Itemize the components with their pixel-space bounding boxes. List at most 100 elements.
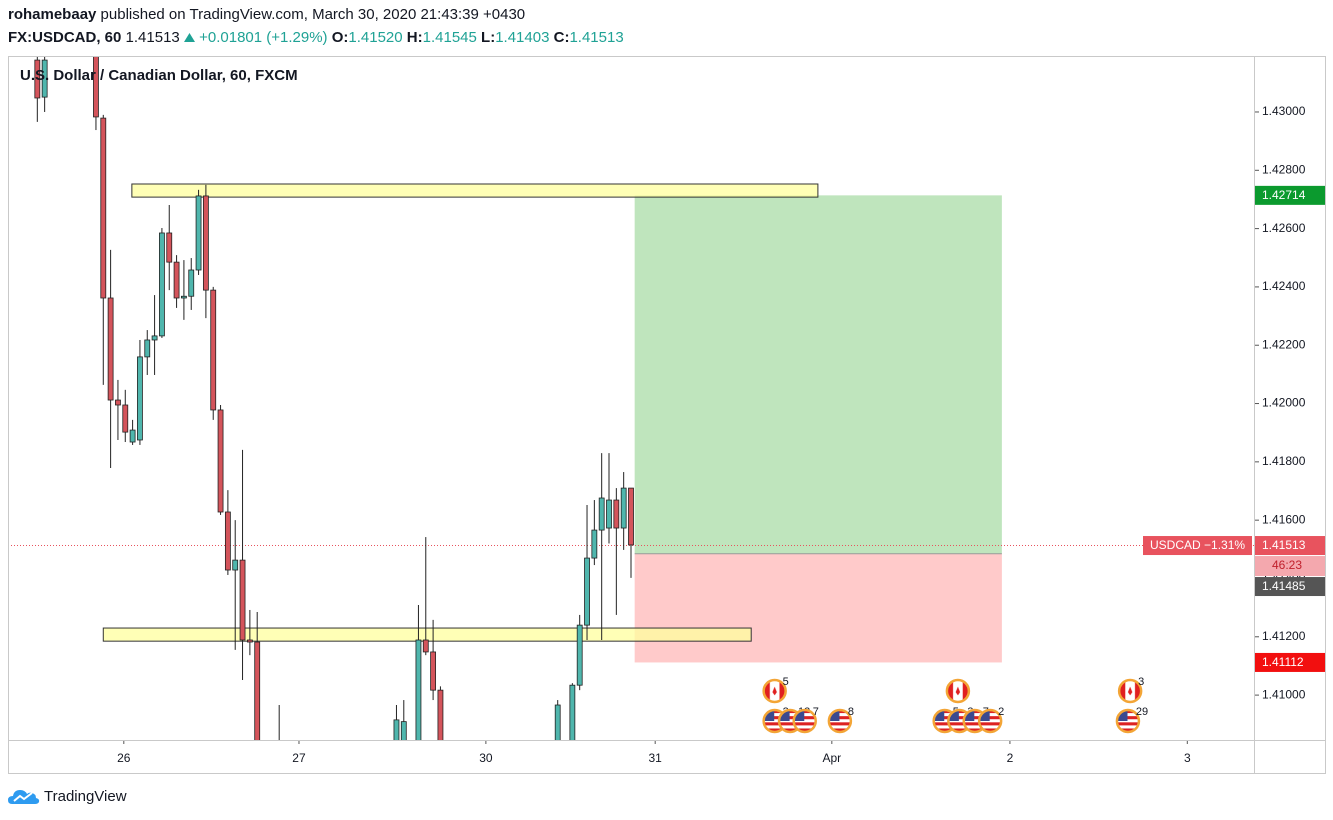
plot-area (9, 57, 1254, 740)
candle-body (232, 559, 239, 571)
candle-body (613, 499, 620, 529)
price-label: 1.41513 (1262, 538, 1306, 552)
candle-body (569, 684, 576, 740)
candle-body (34, 59, 41, 99)
footer: TradingView (8, 786, 127, 806)
brand-logo (8, 790, 40, 804)
publish-line: rohamebaay published on TradingView.com,… (8, 6, 525, 23)
candle-body (210, 289, 217, 411)
event-icon (945, 678, 971, 704)
ohlc-value: 1.41545 (422, 29, 477, 46)
ohlc-key: O: (331, 29, 349, 46)
last-price: 1.41513 (125, 29, 180, 46)
candle-body (93, 57, 99, 118)
candle-body (159, 232, 165, 337)
ohlc-key: H: (406, 29, 423, 46)
event-icon (792, 708, 817, 734)
byline: published on TradingView.com, March 30, … (100, 6, 526, 23)
event-count: 2 (998, 706, 1004, 718)
candle-body (606, 499, 612, 529)
symbol: FX:USDCAD, 60 (8, 29, 122, 46)
countdown-box (1255, 556, 1325, 577)
ohlc-value: 1.41520 (348, 29, 403, 46)
x-tick-label: 27 (292, 751, 306, 765)
author[interactable]: rohamebaay (8, 6, 97, 23)
countdown: 46:23 (1272, 558, 1302, 572)
price-label-box (1255, 577, 1325, 597)
candle-body (430, 651, 437, 691)
candle-body (144, 339, 151, 358)
candle-body (41, 59, 48, 98)
candle-body (217, 409, 224, 513)
event-count: 5 (783, 676, 789, 688)
price-label-box (1255, 652, 1325, 672)
change: +0.01801 (+1.29%) (199, 29, 328, 46)
candle-body (628, 487, 634, 546)
candle-body (415, 639, 422, 740)
event-icon (1115, 708, 1141, 734)
candle-body (137, 356, 143, 441)
x-tick-label: 2 (1007, 751, 1014, 765)
ohlc-key: L: (481, 29, 496, 46)
y-tick-label: 1.42000 (1262, 396, 1306, 410)
event-count: 3 (1138, 676, 1144, 688)
candle-body (400, 721, 407, 740)
brand-name[interactable]: TradingView (44, 787, 127, 805)
y-tick-label: 1.41800 (1262, 454, 1306, 468)
ohlc-value: 1.41403 (495, 29, 550, 46)
candle-body (620, 487, 627, 529)
sr-zone (102, 627, 752, 642)
candle-body (584, 557, 590, 626)
y-tick-label: 1.43000 (1262, 104, 1306, 118)
loss-zone (634, 553, 1002, 663)
price-label: 1.42714 (1262, 188, 1306, 202)
chart-title: U.S. Dollar / Canadian Dollar, 60, FXCM (20, 67, 298, 84)
y-tick-label: 1.41000 (1262, 687, 1306, 701)
candle-body (166, 232, 173, 263)
candle-body (554, 704, 561, 740)
event-icon (762, 678, 787, 704)
y-tick-label: 1.42600 (1262, 221, 1306, 235)
sr-zone (131, 183, 819, 198)
candle-body (437, 689, 444, 740)
x-tick-label: 30 (479, 751, 493, 765)
candle-body (122, 404, 129, 433)
chart: 1.410001.412001.414001.416001.418001.420… (8, 56, 1326, 774)
candle-body (188, 269, 195, 297)
candle-body (115, 399, 121, 406)
y-tick-label: 1.42200 (1262, 337, 1306, 351)
event-icon (1117, 678, 1143, 704)
event-icon (827, 708, 853, 734)
y-tick-label: 1.42800 (1262, 162, 1306, 176)
candle-body (239, 559, 246, 641)
candle-body (393, 719, 400, 740)
price-label: 1.41485 (1262, 579, 1306, 593)
candle-body (181, 295, 187, 299)
candle-body (254, 641, 261, 740)
price-label: 1.41112 (1262, 655, 1304, 669)
x-tick-label: 26 (117, 751, 131, 765)
x-tick-label: Apr (822, 751, 841, 765)
candle-body (129, 429, 136, 443)
candle-body (246, 639, 253, 643)
candle-body (202, 195, 209, 291)
price-label-box (1255, 536, 1325, 556)
ohlc-key: C: (553, 29, 570, 46)
y-tick-label: 1.41600 (1262, 512, 1306, 526)
candle-body (100, 117, 107, 299)
candle-body (107, 297, 114, 401)
y-tick-label: 1.41200 (1262, 629, 1306, 643)
event-count: 29 (1136, 706, 1148, 718)
event-count: 8 (848, 706, 854, 718)
y-tick-label: 1.42400 (1262, 279, 1306, 293)
up-arrow (183, 33, 195, 42)
event-icon (977, 708, 1003, 734)
x-tick-label: 3 (1184, 751, 1191, 765)
candle-body (173, 261, 180, 299)
event-count: 7 (813, 706, 819, 718)
symbol-label: USDCAD −1.31% (1150, 538, 1245, 552)
price-label-box (1255, 185, 1325, 205)
profit-zone (634, 195, 1002, 554)
candle-body (422, 639, 429, 653)
